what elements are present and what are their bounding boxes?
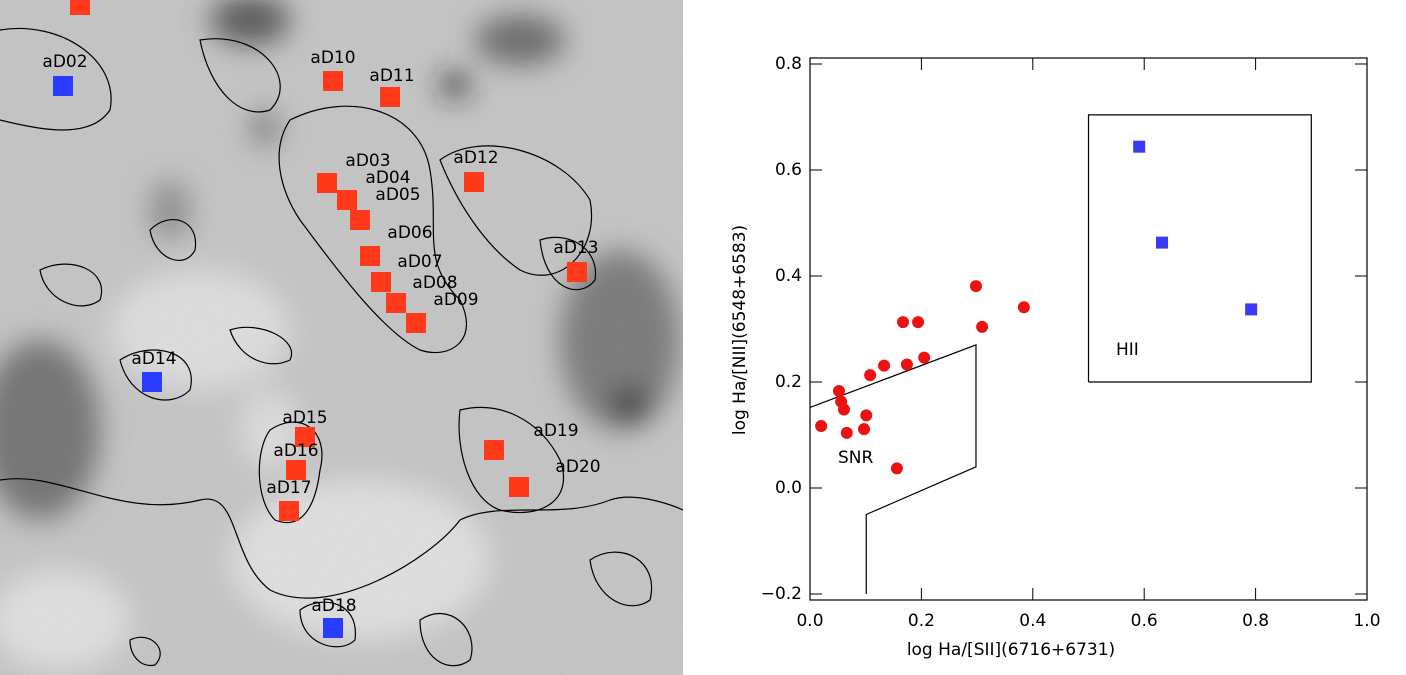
marker bbox=[53, 76, 73, 96]
marker bbox=[142, 372, 162, 392]
marker-label: aD03 bbox=[345, 151, 390, 171]
marker bbox=[317, 173, 337, 193]
y-axis-label: log Ha/[NII](6548+6583) bbox=[730, 225, 750, 435]
point bbox=[815, 419, 828, 432]
point bbox=[832, 385, 845, 398]
point bbox=[1133, 140, 1146, 153]
marker bbox=[484, 440, 504, 460]
region-label: HII bbox=[1116, 340, 1139, 360]
x-tick-label: 0.2 bbox=[908, 611, 935, 631]
marker bbox=[509, 477, 529, 497]
point bbox=[858, 423, 871, 436]
marker bbox=[406, 313, 426, 333]
x-tick-label: 0.8 bbox=[1242, 611, 1269, 631]
x-axis-label: log Ha/[SII](6716+6731) bbox=[907, 640, 1115, 660]
image-noise bbox=[0, 0, 683, 675]
marker bbox=[295, 427, 315, 447]
contours bbox=[0, 28, 683, 667]
chart: log Ha/[SII](6716+6731) log Ha/[NII](654… bbox=[730, 54, 1381, 660]
point bbox=[900, 358, 913, 371]
point bbox=[969, 280, 982, 293]
y-tick-label: 0.6 bbox=[775, 160, 802, 180]
marker bbox=[567, 262, 587, 282]
marker-label: aD02 bbox=[42, 52, 87, 72]
point bbox=[860, 409, 873, 422]
point bbox=[864, 369, 877, 382]
point bbox=[878, 359, 891, 372]
marker bbox=[380, 87, 400, 107]
marker bbox=[286, 460, 306, 480]
marker-label: aD18 bbox=[311, 596, 356, 616]
y-tick-label: 0.2 bbox=[775, 372, 802, 392]
marker bbox=[371, 272, 391, 292]
marker-label: aD10 bbox=[310, 48, 355, 68]
y-tick-label: 0.0 bbox=[775, 478, 802, 498]
marker-label: aD15 bbox=[282, 408, 327, 428]
point bbox=[840, 426, 853, 439]
point bbox=[897, 316, 910, 329]
marker-label: aD04 bbox=[365, 168, 410, 188]
marker bbox=[323, 618, 343, 638]
point bbox=[976, 320, 989, 333]
marker-label: aD08 bbox=[412, 273, 457, 293]
marker bbox=[70, 0, 90, 15]
marker bbox=[337, 190, 357, 210]
marker bbox=[464, 172, 484, 192]
x-tick-label: 0.6 bbox=[1131, 611, 1158, 631]
marker-label: aD12 bbox=[453, 148, 498, 168]
y-tick-label: 0.4 bbox=[775, 266, 802, 286]
marker-label: aD16 bbox=[273, 441, 318, 461]
marker-label: aD19 bbox=[533, 421, 578, 441]
x-tick-label: 0.4 bbox=[1019, 611, 1046, 631]
region-boundary bbox=[1087, 114, 1312, 383]
point bbox=[837, 403, 850, 416]
x-tick-label: 1.0 bbox=[1353, 611, 1380, 631]
point bbox=[918, 351, 931, 364]
plot-frame bbox=[809, 57, 1368, 601]
marker-label: aD14 bbox=[131, 349, 176, 369]
point bbox=[912, 316, 925, 329]
marker-label: aD05 bbox=[375, 185, 420, 205]
marker-label: aD09 bbox=[433, 290, 478, 310]
y-tick-label: 0.8 bbox=[775, 54, 802, 74]
marker-label: aD06 bbox=[387, 223, 432, 243]
marker-label: aD13 bbox=[553, 238, 598, 258]
marker bbox=[323, 71, 343, 91]
y-tick-label: −0.2 bbox=[761, 584, 802, 604]
marker bbox=[350, 210, 370, 230]
point bbox=[1156, 236, 1169, 249]
marker-label: aD07 bbox=[397, 252, 442, 272]
x-tick-label: 0.0 bbox=[796, 611, 823, 631]
region-label: SNR bbox=[838, 448, 874, 468]
marker-label: aD17 bbox=[266, 478, 311, 498]
marker-label: aD20 bbox=[555, 457, 600, 477]
point bbox=[890, 462, 903, 475]
marker-label: aD11 bbox=[369, 66, 414, 86]
marker bbox=[279, 501, 299, 521]
point bbox=[1245, 303, 1258, 316]
marker bbox=[360, 246, 380, 266]
point bbox=[1017, 301, 1030, 314]
marker bbox=[386, 293, 406, 313]
region-boundary bbox=[809, 344, 977, 594]
